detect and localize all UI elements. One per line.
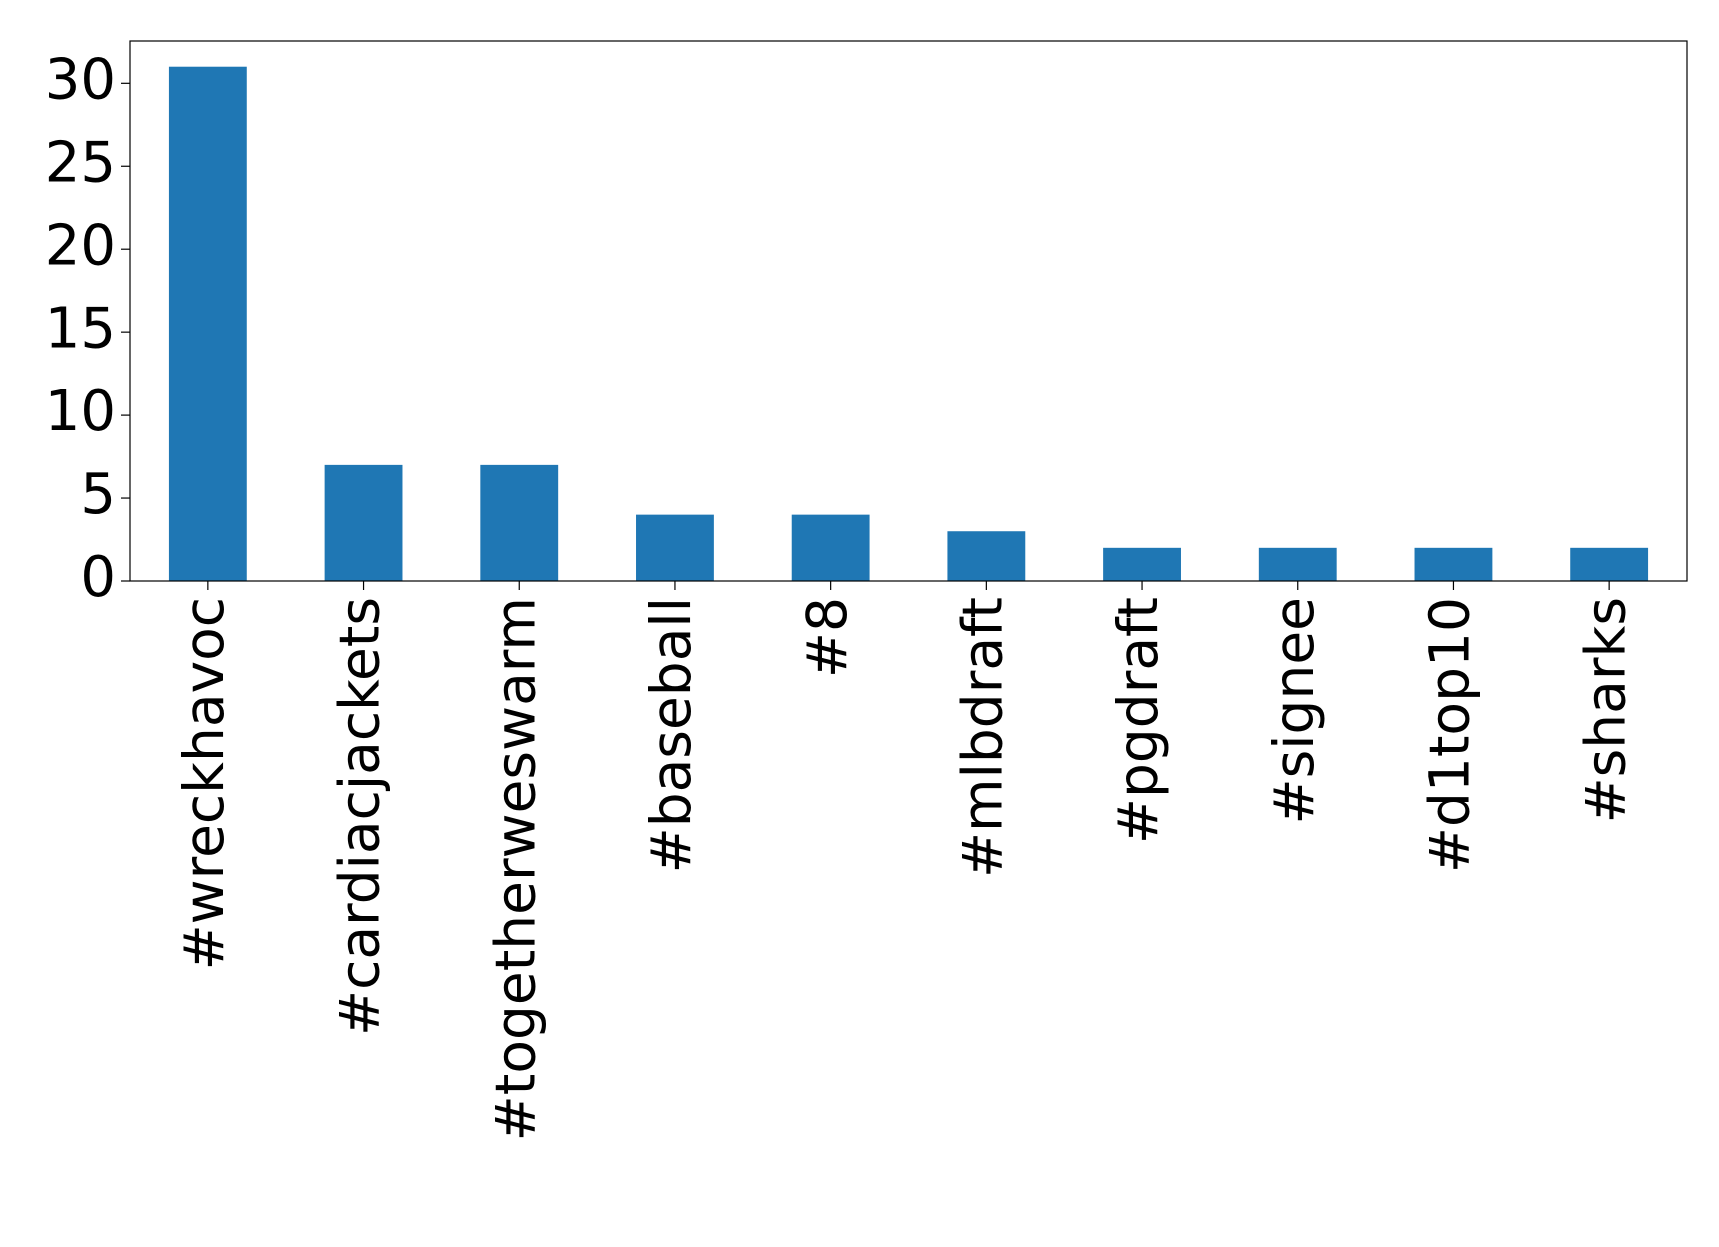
bar (1570, 547, 1649, 581)
x-tick-label: #baseball (639, 597, 703, 873)
x-tick-label: #mlbdraft (950, 597, 1014, 878)
bar (168, 66, 247, 581)
y-tick-label: 15 (45, 296, 116, 361)
x-tick-label: #pgdraft (1106, 597, 1170, 844)
bar (947, 531, 1026, 581)
bar (480, 464, 559, 581)
plot-frame (129, 40, 1688, 582)
x-tick-label: #togetherweswarm (483, 597, 547, 1141)
bar (791, 514, 870, 581)
y-tick-label: 0 (80, 545, 116, 610)
bar (1103, 547, 1181, 581)
y-tick-label: 10 (45, 379, 116, 444)
x-tick-label: #wreckhavoc (172, 597, 236, 970)
bar (1414, 547, 1493, 581)
x-tick-label: #d1top10 (1418, 597, 1482, 873)
x-tick-label: #8 (795, 597, 859, 678)
x-tick-label: #sharks (1573, 597, 1637, 823)
bar (636, 514, 714, 581)
bar (324, 464, 403, 581)
y-tick-label: 30 (45, 47, 116, 112)
x-tick-label: #signee (1262, 597, 1326, 824)
y-tick-label: 20 (45, 213, 116, 278)
y-tick-label: 5 (80, 462, 116, 527)
bar (1258, 547, 1337, 581)
y-tick-label: 25 (45, 130, 116, 195)
x-tick-label: #cardiacjackets (328, 597, 392, 1036)
